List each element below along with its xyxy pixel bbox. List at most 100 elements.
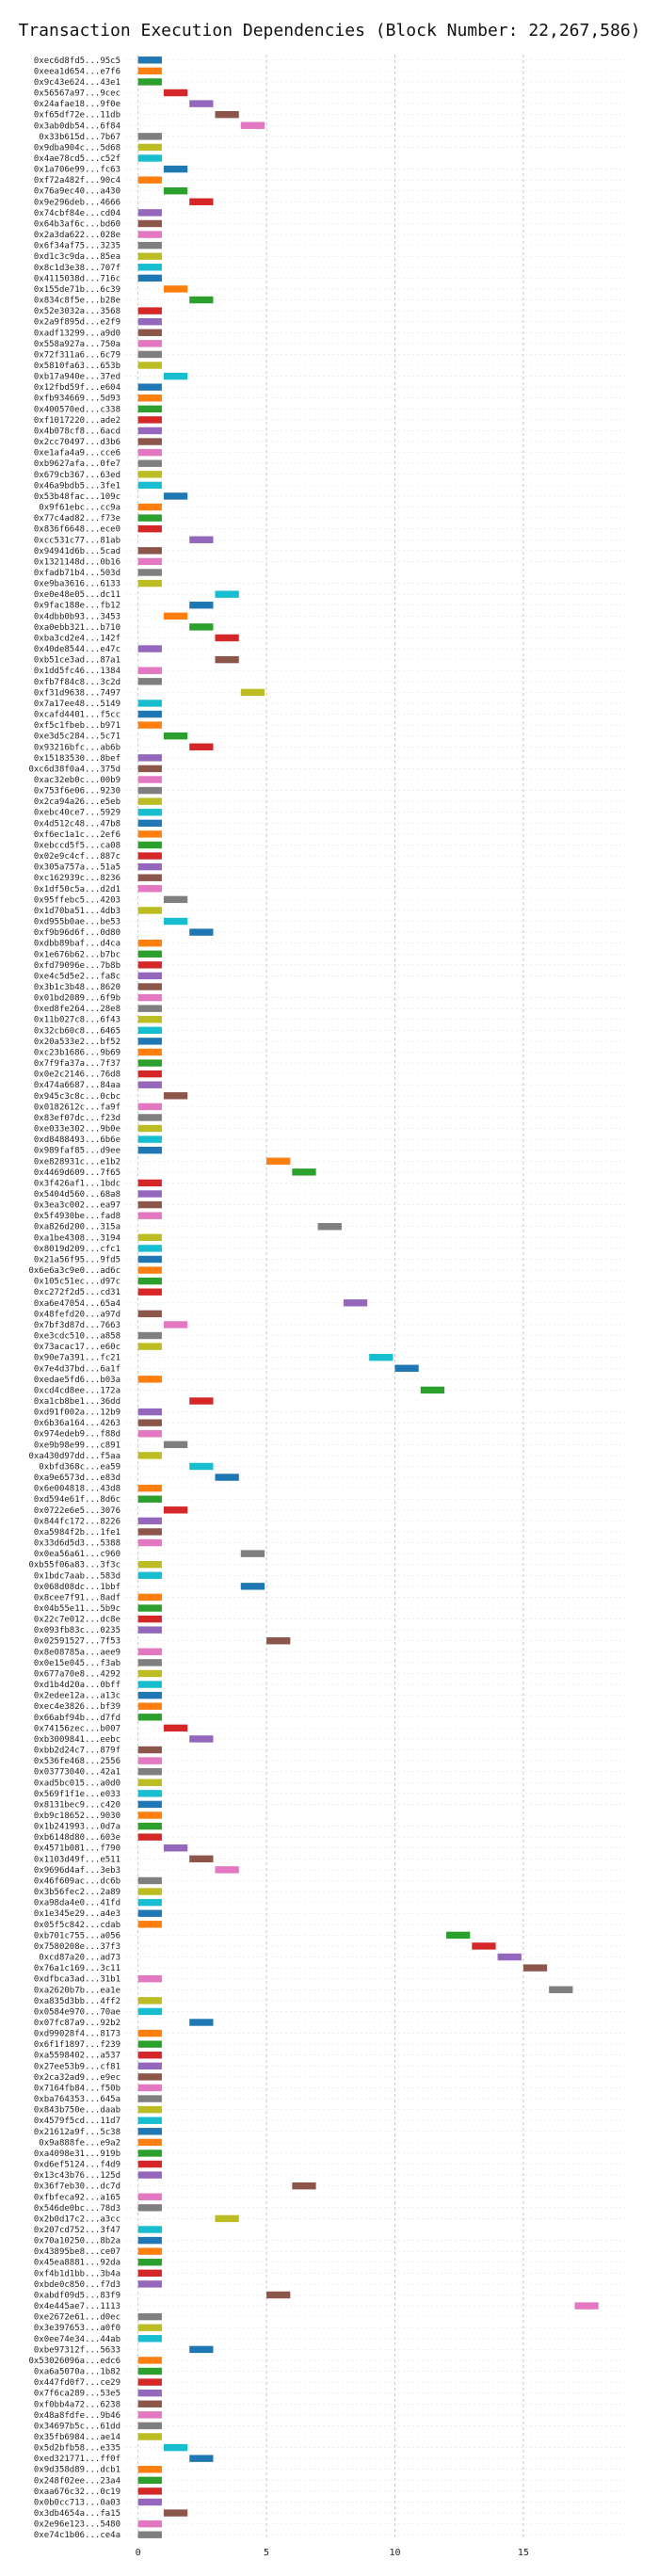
tx-label: 0x9e296deb...4666	[34, 198, 121, 207]
tx-label: 0xcd4cd8ee...172a	[34, 1386, 121, 1395]
tx-bar	[137, 2160, 162, 2168]
tx-label: 0xd1c3c9da...85ea	[34, 252, 121, 262]
tx-label: 0x4469d609...7f65	[34, 1168, 121, 1178]
tx-label: 0x8e08785a...aee9	[34, 1648, 121, 1657]
tx-label: 0xd91f002a...12b9	[34, 1409, 121, 1418]
tx-bar	[137, 264, 162, 271]
tx-label: 0xa98da4e0...41fd	[34, 1899, 121, 1908]
tx-bar	[163, 732, 188, 740]
tx-label: 0x7bf3d87d...7663	[34, 1321, 121, 1330]
tx-label: 0xfb7f84c8...3c2d	[34, 678, 121, 687]
tx-label: 0x4e445ae7...1113	[34, 2302, 121, 2311]
tx-label: 0xb3009841...eebc	[34, 1735, 121, 1745]
tx-label: 0x0722e6e5...3076	[34, 1506, 121, 1516]
tx-label: 0xe1afa4a9...cce6	[34, 449, 121, 459]
tx-bar	[137, 1669, 162, 1678]
tx-bar	[215, 110, 239, 119]
tx-bar	[137, 1179, 162, 1187]
tx-label: 0x93216bfc...ab6b	[34, 743, 121, 752]
tx-label: 0x9696d4af...3eb3	[34, 1866, 121, 1876]
tx-bar	[137, 67, 162, 75]
tx-bar	[137, 2138, 162, 2147]
tx-bar	[137, 231, 162, 238]
tx-label: 0xd99028f4...8173	[34, 2030, 121, 2039]
tx-label: 0x32cb60c8...6465	[34, 1026, 121, 1036]
tx-bar	[137, 317, 162, 326]
tx-bar	[137, 1593, 162, 1602]
tx-bar	[137, 950, 162, 958]
chart-grid	[137, 55, 524, 2540]
tx-label: 0x569f1f1e...e033	[34, 1790, 121, 1799]
tx-label: 0xec4e3826...bf39	[34, 1702, 121, 1712]
tx-label: 0xac32eb0c...00b9	[34, 776, 121, 785]
tx-bar	[137, 524, 162, 533]
tx-label: 0x1b241993...0d7a	[34, 1823, 121, 1832]
tx-bar	[137, 961, 162, 969]
tx-bar	[137, 2312, 162, 2321]
tx-bar	[137, 2378, 162, 2386]
tx-bar	[189, 928, 214, 936]
tx-bar	[137, 1779, 162, 1786]
tx-bar	[137, 754, 162, 762]
tx-bar	[189, 536, 214, 543]
tx-label: 0x4115038d...716c	[34, 274, 121, 283]
tx-bar	[137, 2193, 162, 2200]
tx-bar	[137, 1124, 162, 1133]
tx-bar	[137, 797, 162, 805]
tx-bar	[137, 1909, 162, 1917]
x-tick-label: 10	[389, 2548, 400, 2558]
tx-bar	[137, 765, 162, 773]
tx-label: 0xcd87a20...ad73	[39, 1954, 121, 1963]
tx-bar	[137, 1528, 162, 1536]
tx-bar	[240, 688, 265, 697]
tx-label: 0x6f1f1897...f239	[34, 2040, 121, 2050]
tx-bar	[137, 1876, 162, 1885]
tx-bar	[137, 1081, 162, 1088]
tx-bar	[215, 1866, 239, 1874]
tx-label: 0xba3cd2e4...142f	[34, 634, 121, 643]
tx-bar	[343, 1299, 368, 1307]
tx-label: 0x1321148d...0b16	[34, 557, 121, 567]
tx-label: 0xa5984f2b...1fe1	[34, 1528, 121, 1538]
tx-bar	[137, 274, 162, 282]
tx-bar	[137, 645, 162, 652]
tx-label: 0xcc531c77...81ab	[34, 536, 121, 545]
tx-label: 0x207cd752...3f47	[34, 2226, 121, 2235]
tx-label: 0xa1cb8be1...36dd	[34, 1397, 121, 1407]
tx-label: 0x5d2bfb58...e335	[34, 2444, 121, 2454]
tx-label: 0x5404d560...68a8	[34, 1190, 121, 1199]
tx-bar	[137, 2226, 162, 2233]
tx-label: 0xf31d9638...7497	[34, 688, 121, 698]
tx-label: 0x0584e970...70ae	[34, 2007, 121, 2017]
tx-label: 0x536fe468...2556	[34, 1757, 121, 1766]
tx-label: 0xe74c1b06...ce4a	[34, 2531, 121, 2540]
tx-label: 0x07fc87a9...92b2	[34, 2019, 121, 2028]
tx-label: 0x989faf85...d9ee	[34, 1147, 121, 1156]
tx-label: 0x34697b5c...61dd	[34, 2422, 121, 2431]
tx-bar	[137, 394, 162, 402]
tx-label: 0xbb2d24c7...879f	[34, 1747, 121, 1756]
tx-label: 0x6e004818...43d8	[34, 1485, 121, 1494]
tx-bar	[137, 1822, 162, 1830]
tx-label: 0x7a17ee48...5149	[34, 700, 121, 709]
tx-label: 0xbe97312f...5633	[34, 2345, 121, 2355]
tx-label: 0x74cbf84e...cd04	[34, 209, 121, 218]
tx-bar	[189, 1397, 214, 1405]
tx-bar	[266, 1157, 291, 1165]
tx-bar	[137, 2029, 162, 2037]
tx-label: 0x4579f5cd...11d7	[34, 2117, 121, 2126]
tx-label: 0x0b0cc713...0a03	[34, 2498, 121, 2507]
tx-bar	[137, 176, 162, 184]
tx-label: 0x11b027c8...6f43	[34, 1016, 121, 1025]
tx-label: 0xb701c755...a056	[34, 1931, 121, 1940]
tx-label: 0xc6d38f0a4...375d	[28, 765, 121, 774]
tx-label: 0xbde0c850...f7d3	[34, 2280, 121, 2290]
tx-label: 0xf72a482f...90c4	[34, 176, 121, 185]
tx-label: 0x6b36a164...4263	[34, 1419, 121, 1428]
tx-bar	[137, 459, 162, 467]
tx-bar	[215, 1473, 239, 1481]
tx-bar	[137, 2476, 162, 2485]
tx-bar	[137, 514, 162, 522]
tx-label: 0x248f02ee...23a4	[34, 2476, 121, 2486]
